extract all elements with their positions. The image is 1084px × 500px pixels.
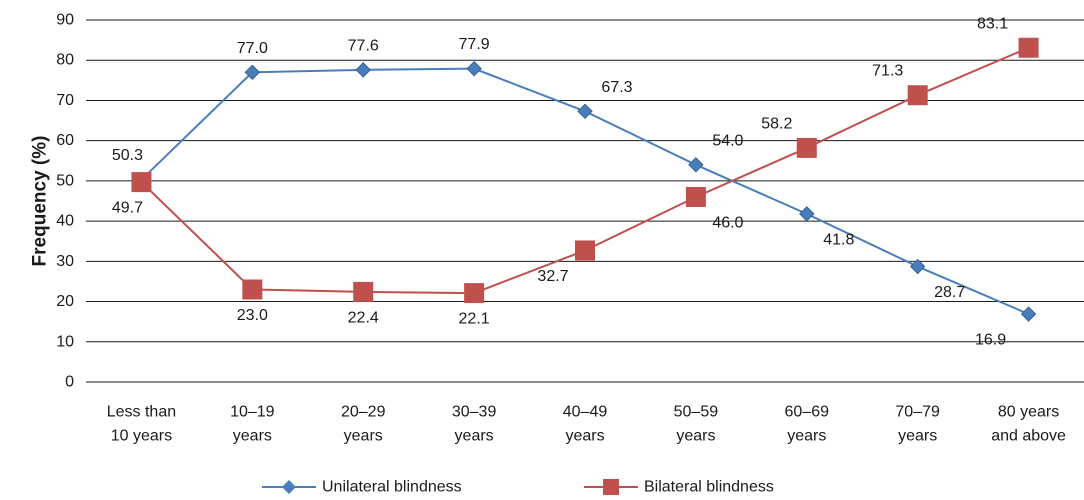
data-label: 16.9 [975, 332, 1006, 349]
data-label: 77.9 [459, 36, 490, 53]
x-tick-label: 10–19 [230, 404, 275, 421]
data-label: 22.1 [459, 311, 490, 328]
y-tick-labels: 0 10 20 30 40 50 60 70 80 90 [56, 12, 74, 391]
x-tick-label: years [787, 428, 826, 445]
data-label: 28.7 [934, 284, 965, 301]
data-point-square [575, 240, 595, 260]
x-tick-label: 60–69 [785, 404, 830, 421]
y-tick-label: 0 [65, 374, 74, 391]
data-label: 83.1 [977, 15, 1008, 32]
data-point-square [908, 85, 928, 105]
data-label: 50.3 [112, 147, 143, 164]
x-tick-label: 10 years [111, 428, 172, 445]
data-point-diamond [356, 63, 370, 77]
data-label: 54.0 [712, 132, 743, 149]
data-point-square [1019, 38, 1039, 58]
data-point-diamond [467, 62, 481, 76]
series-markers [131, 38, 1038, 321]
y-tick-label: 10 [56, 333, 74, 350]
data-point-diamond [800, 207, 814, 221]
x-tick-label: Less than [107, 404, 176, 421]
data-label: 77.6 [348, 37, 379, 54]
data-label: 77.0 [237, 40, 268, 57]
data-label: 22.4 [348, 309, 379, 326]
data-point-diamond [689, 158, 703, 172]
legend: Unilateral blindness Bilateral blindness [262, 479, 774, 496]
x-tick-label: 20–29 [341, 404, 386, 421]
gridlines [86, 20, 1084, 382]
data-label: 41.8 [823, 231, 854, 248]
x-tick-label: and above [991, 428, 1066, 445]
x-tick-label: 50–59 [674, 404, 719, 421]
data-point-square [353, 282, 373, 302]
y-tick-label: 90 [56, 12, 74, 29]
data-point-square [464, 283, 484, 303]
y-tick-label: 50 [56, 172, 74, 189]
data-point-diamond [578, 104, 592, 118]
data-label: 71.3 [872, 63, 903, 80]
data-point-square [686, 187, 706, 207]
y-tick-label: 30 [56, 253, 74, 270]
y-axis-title: Frequency (%) [30, 136, 51, 267]
data-label: 58.2 [761, 115, 792, 132]
legend-label: Unilateral blindness [322, 479, 462, 496]
legend-label: Bilateral blindness [644, 479, 774, 496]
x-tick-label: 70–79 [895, 404, 940, 421]
legend-marker-square [603, 479, 619, 495]
data-label: 32.7 [537, 268, 568, 285]
data-point-square [242, 279, 262, 299]
x-category-labels: Less than 10 years 10–19 years 20–29 years 30–… [107, 404, 1066, 445]
x-tick-label: years [676, 428, 715, 445]
data-point-square [797, 138, 817, 158]
y-tick-label: 60 [56, 132, 74, 149]
data-label: 23.0 [237, 307, 268, 324]
x-tick-label: years [344, 428, 383, 445]
y-tick-label: 70 [56, 92, 74, 109]
legend-marker-diamond [282, 480, 296, 494]
data-label: 46.0 [712, 214, 743, 231]
x-tick-label: years [898, 428, 937, 445]
data-label: 49.7 [112, 200, 143, 217]
data-label: 67.3 [601, 79, 632, 96]
y-tick-label: 80 [56, 52, 74, 69]
data-point-diamond [1022, 307, 1036, 321]
data-point-square [131, 172, 151, 192]
x-tick-label: years [233, 428, 272, 445]
x-tick-label: 30–39 [452, 404, 497, 421]
x-tick-label: years [565, 428, 604, 445]
x-tick-label: years [455, 428, 494, 445]
y-tick-label: 20 [56, 293, 74, 310]
x-tick-label: 80 years [998, 404, 1059, 421]
y-tick-label: 40 [56, 213, 74, 230]
x-tick-label: 40–49 [563, 404, 608, 421]
